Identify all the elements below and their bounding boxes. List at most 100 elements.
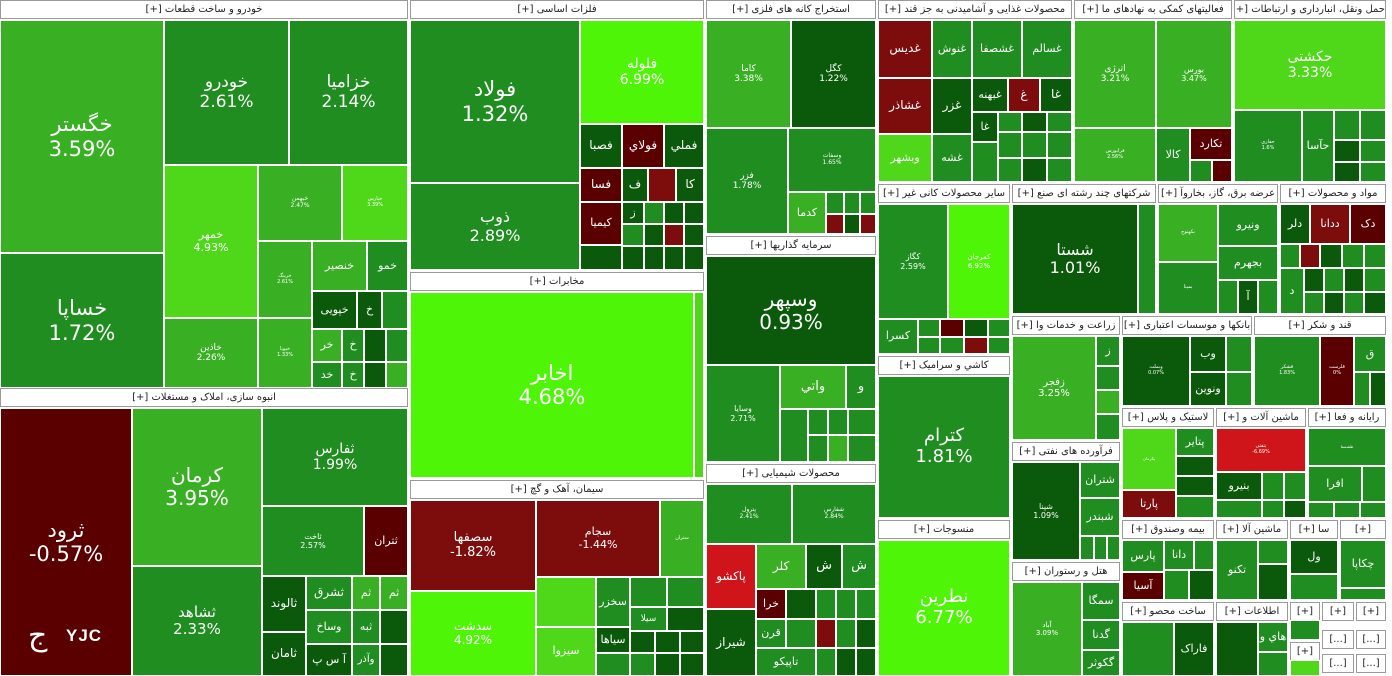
- stock-tile[interactable]: آ: [1238, 280, 1258, 314]
- stock-tile[interactable]: تاپیکو: [756, 648, 816, 676]
- stock-tile[interactable]: [1334, 110, 1360, 140]
- stock-tile[interactable]: غا: [972, 112, 998, 142]
- stock-tile[interactable]: [844, 214, 860, 234]
- stock-tile[interactable]: کترام 1.81%: [878, 376, 1010, 518]
- sector-header[interactable]: اطلاعات [+]: [1216, 602, 1288, 621]
- stock-tile[interactable]: غ: [1008, 78, 1040, 112]
- stock-tile[interactable]: خگستر 3.59%: [0, 20, 164, 253]
- stock-tile[interactable]: [1344, 292, 1364, 314]
- stock-tile[interactable]: خ: [357, 291, 382, 329]
- stock-tile[interactable]: شپنا 1.09%: [1012, 462, 1080, 560]
- stock-tile[interactable]: حکشتی 3.33%: [1234, 20, 1386, 110]
- stock-tile[interactable]: قلرست 0%: [1320, 336, 1354, 406]
- stock-tile[interactable]: غشاذر: [878, 78, 932, 134]
- stock-tile[interactable]: دک: [1350, 204, 1386, 244]
- stock-tile[interactable]: [1304, 268, 1324, 292]
- stock-tile[interactable]: [667, 577, 704, 607]
- stock-tile[interactable]: تکارد: [1190, 128, 1232, 160]
- stock-tile[interactable]: ظشستا: [1308, 428, 1386, 466]
- stock-tile[interactable]: ز: [622, 202, 644, 224]
- stock-tile[interactable]: ش: [842, 544, 876, 589]
- stock-tile[interactable]: چکاپا: [1340, 540, 1386, 588]
- stock-tile[interactable]: ف: [622, 168, 648, 202]
- stock-tile[interactable]: [1216, 622, 1258, 676]
- stock-tile[interactable]: [816, 619, 836, 648]
- sector-header[interactable]: سیمان، آهک و گچ [+]: [410, 480, 704, 499]
- stock-tile[interactable]: [364, 329, 386, 362]
- sector-header[interactable]: عرضه برق، گاز، بخاروآ [+]: [1158, 184, 1278, 203]
- sector-header[interactable]: شرکتهای چند رشته ای صنع [+]: [1012, 184, 1156, 203]
- stock-tile[interactable]: [1304, 292, 1324, 314]
- stock-tile[interactable]: [1364, 268, 1386, 292]
- stock-tile[interactable]: [644, 202, 664, 224]
- stock-tile[interactable]: [1324, 268, 1344, 292]
- stock-tile[interactable]: [1284, 472, 1306, 500]
- stock-tile[interactable]: غبهنه: [972, 78, 1008, 112]
- sector-header[interactable]: انبوه سازی، املاک و مستغلات [+]: [0, 388, 408, 407]
- stock-tile[interactable]: خر: [312, 329, 342, 362]
- stock-tile[interactable]: [856, 589, 876, 619]
- stock-tile[interactable]: سخزر: [596, 577, 630, 627]
- stock-tile[interactable]: بکهنوج: [1158, 204, 1218, 262]
- stock-tile[interactable]: [694, 292, 704, 478]
- stock-tile[interactable]: غزر: [932, 78, 972, 134]
- stock-tile[interactable]: [988, 337, 1010, 354]
- stock-tile[interactable]: سجام -1.44%: [536, 500, 660, 577]
- sector-header[interactable]: [...]: [1322, 654, 1354, 673]
- stock-tile[interactable]: خد: [312, 362, 342, 388]
- sector-header[interactable]: ساخت محصو [+]: [1122, 602, 1214, 621]
- stock-tile[interactable]: [1370, 372, 1386, 406]
- stock-tile[interactable]: فلوله 6.99%: [580, 20, 704, 124]
- sector-header[interactable]: بیمه وصندوق [+]: [1122, 520, 1214, 539]
- stock-tile[interactable]: [1216, 500, 1262, 518]
- sector-header[interactable]: زراعت و خدمات وا [+]: [1012, 316, 1120, 335]
- stock-tile[interactable]: [596, 653, 630, 676]
- sector-header[interactable]: قند و شکر [+]: [1254, 316, 1386, 335]
- stock-tile[interactable]: [1189, 570, 1214, 600]
- stock-tile[interactable]: شتران: [1080, 462, 1120, 498]
- stock-tile[interactable]: غشصفا: [972, 20, 1022, 78]
- stock-tile[interactable]: تکنو: [1216, 540, 1258, 600]
- stock-tile[interactable]: [940, 319, 964, 337]
- stock-tile[interactable]: [828, 409, 848, 435]
- stock-tile[interactable]: [364, 362, 386, 388]
- stock-tile[interactable]: [786, 619, 816, 648]
- sector-header[interactable]: خودرو و ساخت قطعات [+]: [0, 0, 408, 19]
- sector-header[interactable]: [+]: [1356, 602, 1386, 621]
- stock-tile[interactable]: شفارس 2.84%: [792, 484, 876, 544]
- stock-tile[interactable]: بتفتی -6.69%: [1216, 428, 1306, 472]
- stock-tile[interactable]: [998, 158, 1022, 182]
- sector-header[interactable]: هتل و رستوران [+]: [1012, 562, 1120, 581]
- stock-tile[interactable]: بمپنا: [1158, 262, 1218, 314]
- stock-tile[interactable]: کاما 3.38%: [706, 20, 791, 128]
- stock-tile[interactable]: کلر: [756, 544, 806, 589]
- stock-tile[interactable]: [1176, 456, 1214, 476]
- stock-tile[interactable]: [630, 631, 655, 653]
- stock-tile[interactable]: وساخ: [306, 610, 352, 644]
- stock-tile[interactable]: [856, 648, 876, 676]
- sector-header[interactable]: ماشین آلات و [+]: [1216, 408, 1306, 427]
- stock-tile[interactable]: [1080, 536, 1094, 560]
- stock-tile[interactable]: وسایا 2.71%: [706, 365, 780, 462]
- stock-tile[interactable]: [998, 112, 1022, 132]
- stock-tile[interactable]: وآذر: [352, 644, 380, 676]
- stock-tile[interactable]: وسفات 1.65%: [788, 128, 876, 192]
- stock-tile[interactable]: سمگا: [1082, 582, 1120, 620]
- stock-tile[interactable]: [1107, 536, 1120, 560]
- stock-tile[interactable]: وبشهر: [878, 134, 932, 182]
- stock-tile[interactable]: [808, 435, 828, 462]
- stock-tile[interactable]: سصفها -1.82%: [410, 500, 536, 591]
- stock-tile[interactable]: [1284, 500, 1306, 518]
- stock-tile[interactable]: ثم: [380, 576, 408, 610]
- stock-tile[interactable]: آ س پ: [306, 644, 352, 676]
- sector-header[interactable]: ماشین آلا [+]: [1216, 520, 1288, 539]
- stock-tile[interactable]: خ: [342, 362, 364, 388]
- stock-tile[interactable]: [386, 362, 408, 388]
- sector-header[interactable]: منسوجات [+]: [878, 520, 1010, 539]
- stock-tile[interactable]: [667, 607, 704, 631]
- stock-tile[interactable]: [940, 337, 964, 354]
- stock-tile[interactable]: غشه: [932, 134, 972, 182]
- stock-tile[interactable]: ثرود -0.57%: [0, 408, 132, 676]
- stock-tile[interactable]: [1362, 466, 1386, 502]
- stock-tile[interactable]: [1138, 204, 1156, 314]
